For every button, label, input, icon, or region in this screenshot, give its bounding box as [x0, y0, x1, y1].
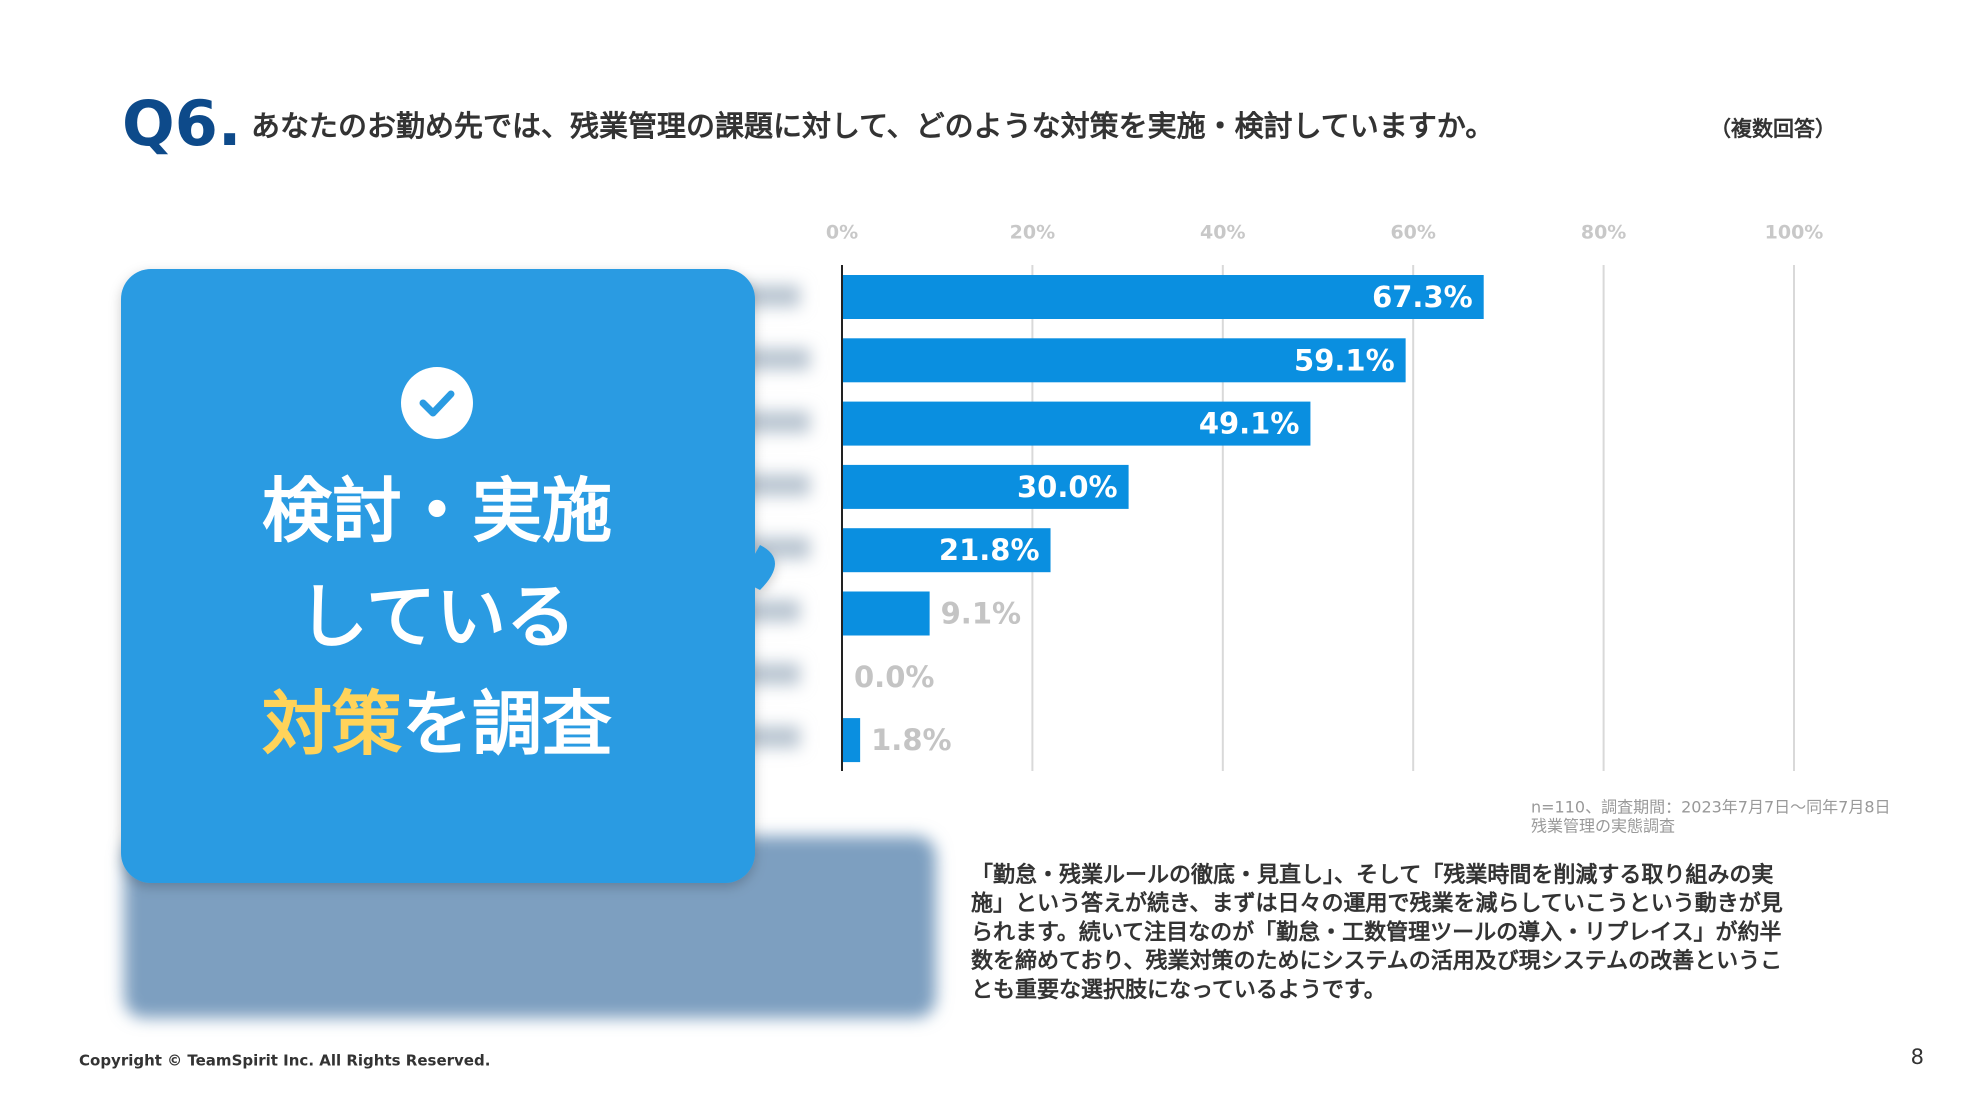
bar: [843, 275, 1484, 319]
callout-line: 対策を調査: [262, 683, 612, 765]
x-tick-label: 20%: [1010, 222, 1055, 244]
value-label: 21.8%: [939, 533, 1040, 567]
x-tick-label: 100%: [1765, 222, 1824, 244]
source: 残業管理の実態調査: [1531, 817, 1675, 836]
body-line: られます。続いて注目なのが「勤怠・工数管理ツールの導入・リプレイス」が約半: [971, 919, 1781, 945]
body-line: とも重要な選択肢になっているようです。: [971, 978, 1386, 1003]
x-tick-label: 60%: [1390, 222, 1435, 244]
callout: [121, 269, 775, 883]
value-label: 9.1%: [941, 597, 1021, 631]
callout-highlight: 対策: [262, 683, 402, 765]
value-label: 1.8%: [871, 723, 951, 757]
body-line: 数を締めており、残業対策のためにシステムの活用及び現システムの改善というこ: [971, 948, 1782, 974]
chart: 0% 20% 40% 60% 80% 100% 67.3% 59.1% 49.1% 30.0% 21…: [826, 222, 1824, 771]
bar: [843, 338, 1406, 383]
body-line: 施」という答えが続き、まずは日々の運用で残業を減らしていこうという動きが見: [971, 891, 1783, 917]
bar: [843, 528, 1051, 573]
x-tick-label: 40%: [1200, 222, 1245, 244]
question-text: あなたのお勤め先では、残業管理の課題に対して、どのような対策を実施・検討していま…: [251, 109, 1494, 143]
check-mark: [419, 390, 455, 417]
body-text: 「勤怠・残業ルールの徹底・見直し」、そして「残業時間を削減する取り組みの実施」と…: [971, 862, 1783, 1003]
check-icon: [401, 367, 473, 439]
question-number: Q6.: [122, 87, 241, 160]
value-label: 30.0%: [1017, 470, 1118, 504]
callout-line: 検討・実施: [262, 470, 612, 552]
x-tick-label: 0%: [826, 222, 858, 244]
callout-rest: を調査: [402, 683, 612, 765]
value-label: 59.1%: [1294, 343, 1395, 377]
bar: [843, 464, 1129, 509]
value-label: 67.3%: [1372, 280, 1473, 314]
source: n=110、調査期間：2023年7月7日〜同年7月8日: [1531, 798, 1891, 817]
bar: [843, 718, 861, 763]
question-note: （複数回答）: [1710, 117, 1836, 141]
value-label: 0.0%: [854, 660, 934, 694]
x-tick-label: 80%: [1581, 222, 1626, 244]
bar: [843, 591, 930, 636]
callout-line: している: [298, 576, 576, 658]
bar: [843, 401, 1311, 446]
body-line: 「勤怠・残業ルールの徹底・見直し」、そして「残業時間を削減する取り組みの実: [971, 862, 1773, 888]
copyright: Copyright © TeamSpirit Inc. All Rights R…: [79, 1052, 490, 1070]
value-label: 49.1%: [1199, 407, 1300, 441]
page-number: 8: [1911, 1045, 1924, 1069]
